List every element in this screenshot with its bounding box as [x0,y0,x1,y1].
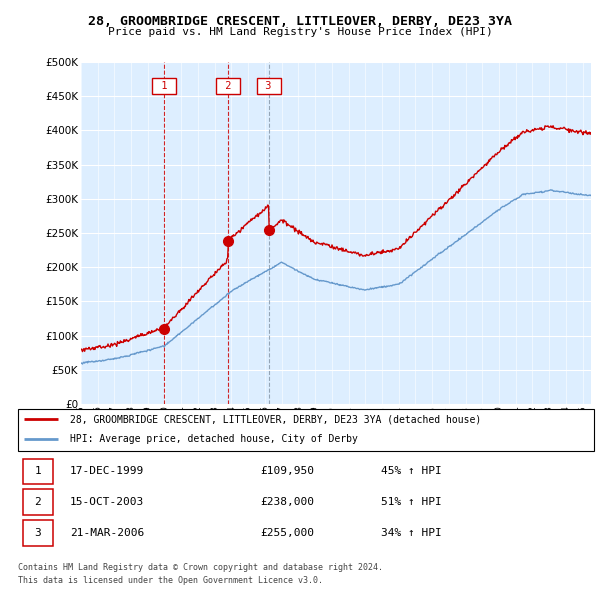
Text: 2: 2 [34,497,41,507]
FancyBboxPatch shape [23,520,53,546]
FancyBboxPatch shape [23,489,53,515]
Text: Price paid vs. HM Land Registry's House Price Index (HPI): Price paid vs. HM Land Registry's House … [107,27,493,37]
Text: £238,000: £238,000 [260,497,314,507]
Text: 21-MAR-2006: 21-MAR-2006 [70,528,144,537]
Text: 51% ↑ HPI: 51% ↑ HPI [381,497,442,507]
FancyBboxPatch shape [23,458,53,484]
Text: 2: 2 [218,81,238,91]
Text: 34% ↑ HPI: 34% ↑ HPI [381,528,442,537]
Text: This data is licensed under the Open Government Licence v3.0.: This data is licensed under the Open Gov… [18,576,323,585]
Text: 28, GROOMBRIDGE CRESCENT, LITTLEOVER, DERBY, DE23 3YA: 28, GROOMBRIDGE CRESCENT, LITTLEOVER, DE… [88,15,512,28]
Text: 3: 3 [34,528,41,537]
Text: £109,950: £109,950 [260,467,314,476]
Text: 1: 1 [155,81,173,91]
Text: 28, GROOMBRIDGE CRESCENT, LITTLEOVER, DERBY, DE23 3YA (detached house): 28, GROOMBRIDGE CRESCENT, LITTLEOVER, DE… [70,415,481,424]
FancyBboxPatch shape [18,409,594,451]
Text: Contains HM Land Registry data © Crown copyright and database right 2024.: Contains HM Land Registry data © Crown c… [18,563,383,572]
Text: 1: 1 [34,467,41,476]
Text: £255,000: £255,000 [260,528,314,537]
Text: 45% ↑ HPI: 45% ↑ HPI [381,467,442,476]
Text: 15-OCT-2003: 15-OCT-2003 [70,497,144,507]
Text: 3: 3 [259,81,278,91]
Text: HPI: Average price, detached house, City of Derby: HPI: Average price, detached house, City… [70,434,358,444]
Text: 17-DEC-1999: 17-DEC-1999 [70,467,144,476]
